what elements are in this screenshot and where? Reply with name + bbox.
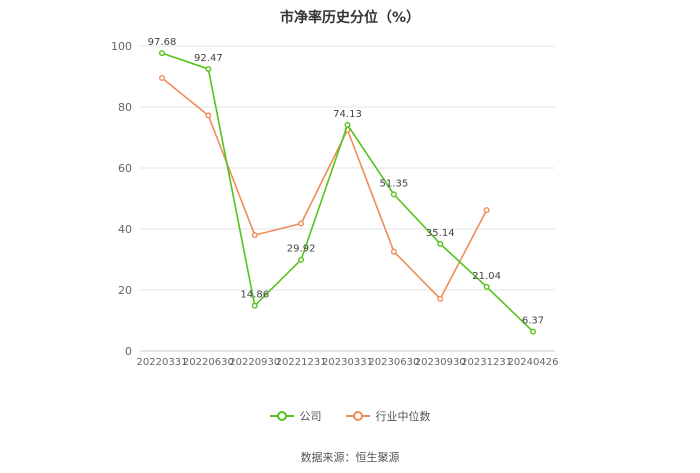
y-tick-label: 60 xyxy=(118,162,132,175)
data-point-industry-median xyxy=(251,232,258,239)
legend-item-company[interactable]: 公司 xyxy=(269,408,322,424)
y-tick-label: 80 xyxy=(118,101,132,114)
x-tick-label: 20240426 xyxy=(508,357,559,368)
x-tick-label: 20231231 xyxy=(461,357,512,368)
y-tick-label: 20 xyxy=(118,284,132,297)
data-label-company: 74.13 xyxy=(333,109,362,120)
x-tick-label: 20221231 xyxy=(276,357,327,368)
legend-swatch-company xyxy=(269,411,294,421)
data-point-company xyxy=(437,240,444,247)
x-tick-label: 20230331 xyxy=(322,357,373,368)
data-label-company: 14.86 xyxy=(240,290,269,301)
data-point-company xyxy=(205,65,212,72)
data-point-company xyxy=(298,256,305,263)
data-point-company xyxy=(390,191,397,198)
data-point-company xyxy=(483,283,490,290)
y-tick-label: 100 xyxy=(111,40,132,53)
series-line-industry-median xyxy=(161,77,488,301)
legend-item-industry-median[interactable]: 行业中位数 xyxy=(345,408,431,424)
x-tick-label: 20220630 xyxy=(183,357,234,368)
data-point-industry-median xyxy=(158,75,165,82)
data-point-company xyxy=(344,121,351,128)
x-tick-label: 20220331 xyxy=(137,357,188,368)
data-label-company: 6.37 xyxy=(522,316,544,327)
x-tick-label: 20230930 xyxy=(415,357,466,368)
legend: 公司 行业中位数 xyxy=(0,408,700,424)
y-tick-label: 40 xyxy=(118,223,132,236)
x-tick-label: 20220930 xyxy=(229,357,280,368)
data-point-industry-median xyxy=(298,220,305,227)
data-point-industry-median xyxy=(390,248,397,255)
data-label-company: 97.68 xyxy=(148,37,177,48)
legend-swatch-industry-median xyxy=(345,411,370,421)
x-tick-label: 20230630 xyxy=(368,357,419,368)
data-point-industry-median xyxy=(437,295,444,302)
legend-label-industry-median: 行业中位数 xyxy=(375,410,431,423)
data-point-industry-median xyxy=(483,207,490,214)
data-label-company: 51.35 xyxy=(380,178,409,189)
data-point-company xyxy=(251,302,258,309)
y-tick-label: 0 xyxy=(125,345,132,358)
chart-title: 市净率历史分位（%） xyxy=(279,10,421,26)
data-label-company: 21.04 xyxy=(472,271,501,282)
data-label-company: 29.92 xyxy=(287,244,316,255)
legend-label-company: 公司 xyxy=(299,410,322,423)
data-label-company: 35.14 xyxy=(426,228,455,239)
data-point-industry-median xyxy=(205,112,212,119)
source-note: 数据来源：恒生聚源 xyxy=(300,451,400,464)
data-label-company: 92.47 xyxy=(194,53,223,64)
data-point-company xyxy=(158,50,165,57)
data-point-company xyxy=(530,328,537,335)
